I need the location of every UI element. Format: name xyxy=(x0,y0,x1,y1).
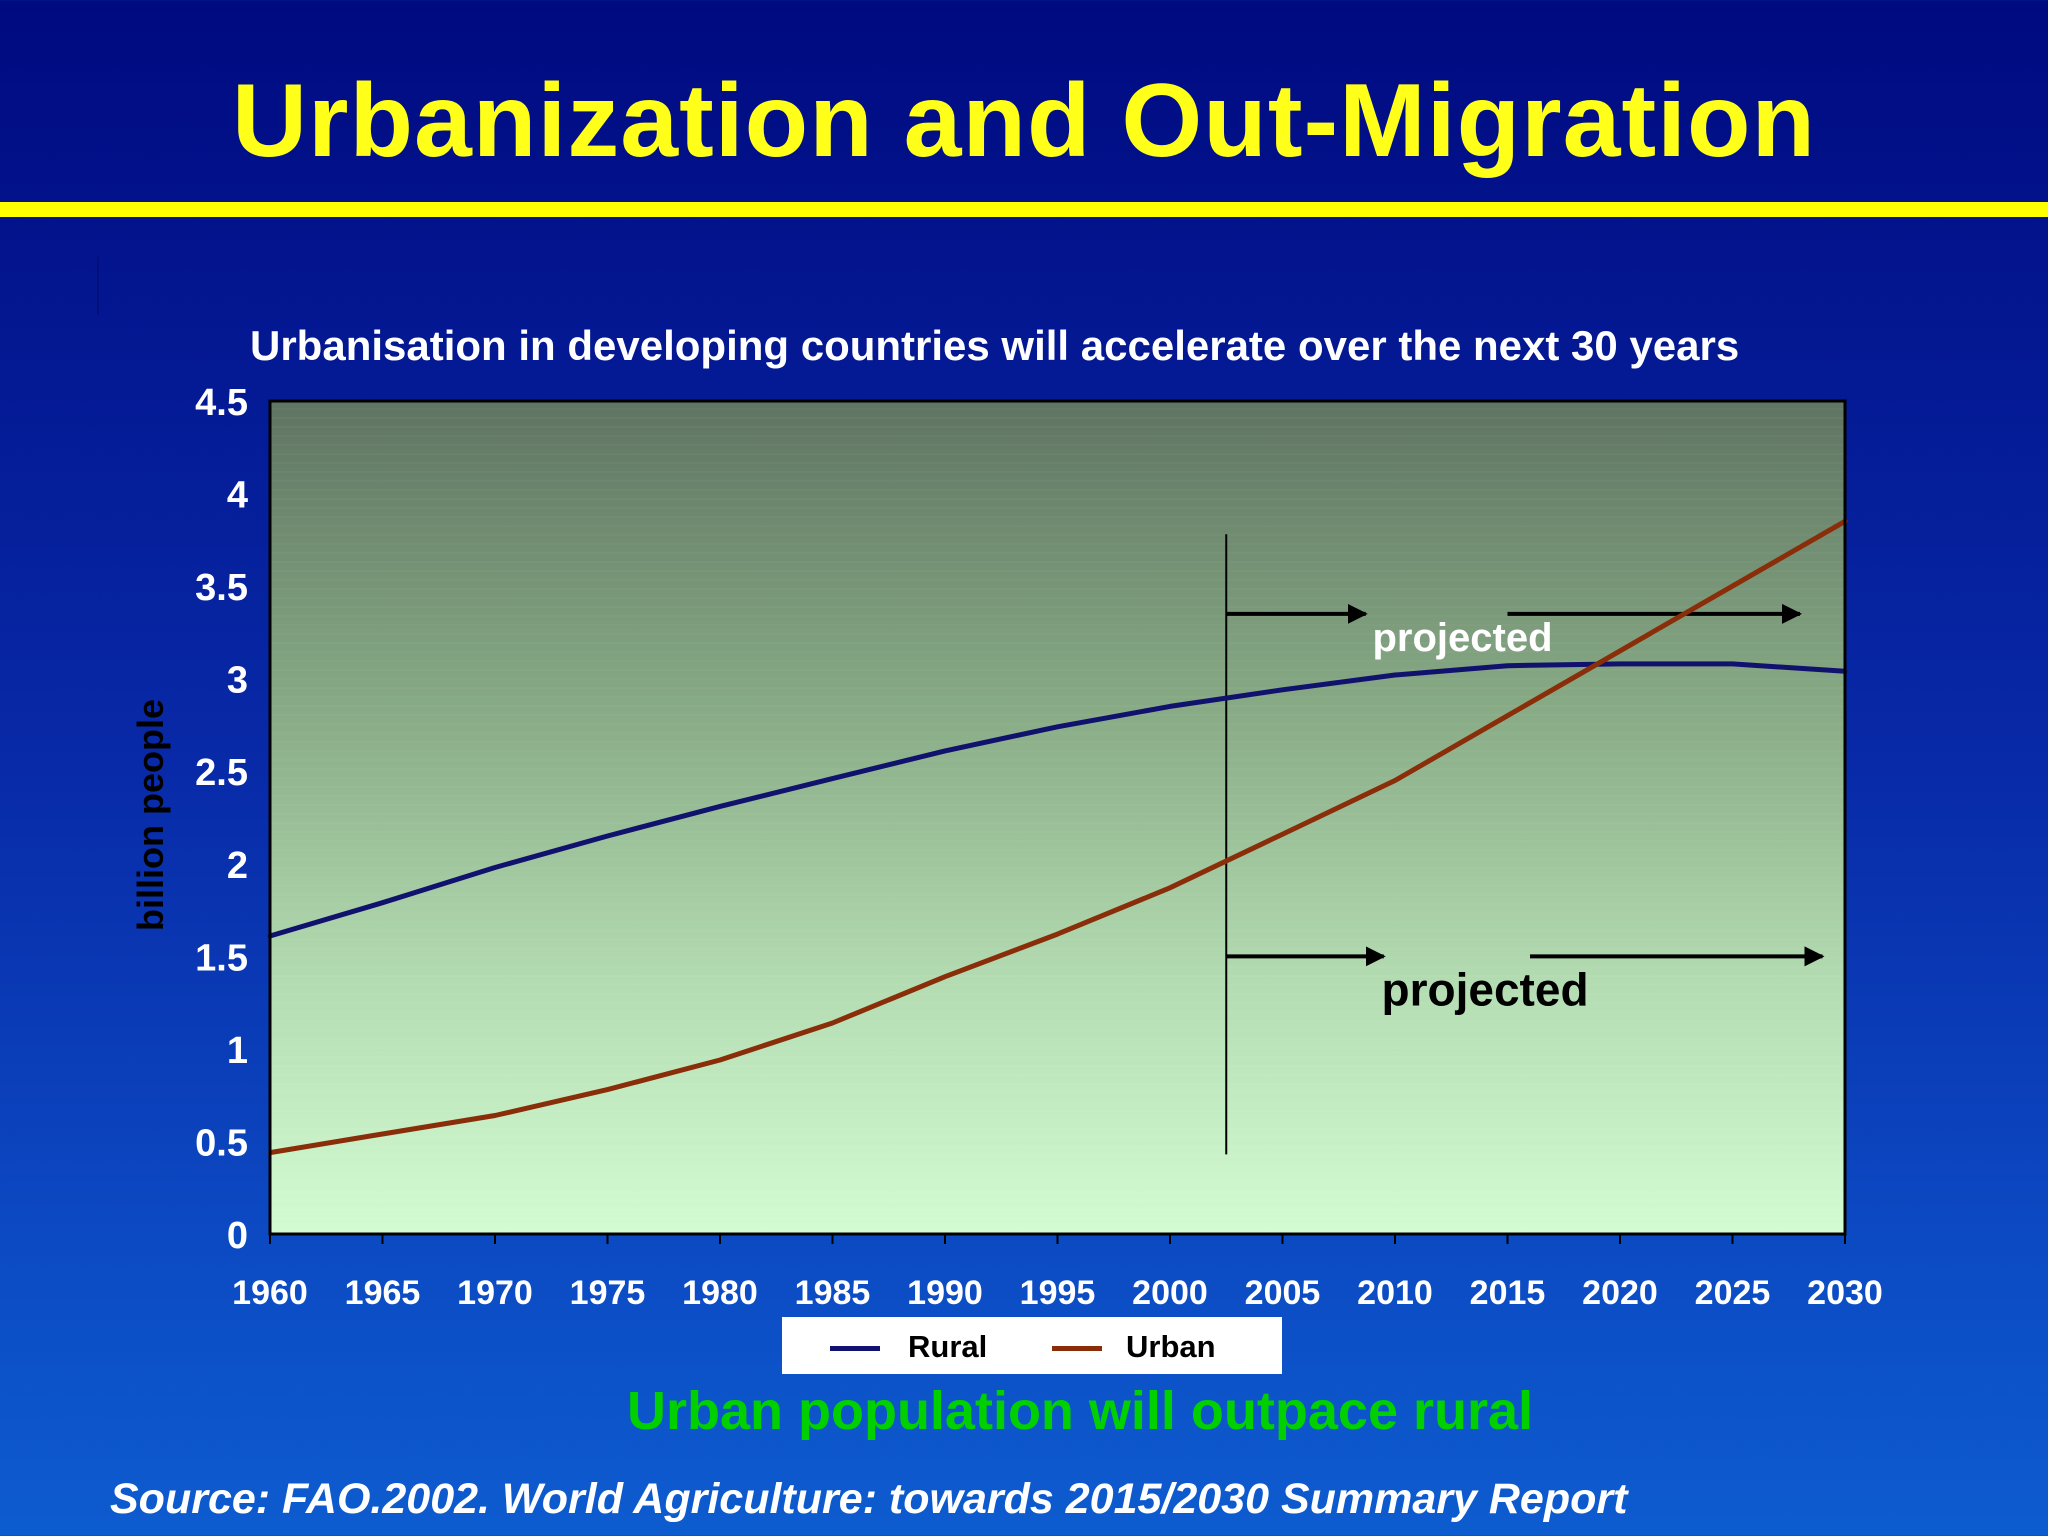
x-tick-label: 1975 xyxy=(570,1274,646,1312)
y-tick-label: 2.5 xyxy=(195,752,248,794)
x-tick-label: 2020 xyxy=(1582,1274,1658,1312)
source-citation: Source: FAO.2002. World Agriculture: tow… xyxy=(110,1475,1628,1523)
x-tick-label: 1985 xyxy=(795,1274,871,1312)
title-divider xyxy=(0,202,2048,217)
x-tick-label: 1980 xyxy=(682,1274,758,1312)
y-tick-label: 0 xyxy=(227,1215,248,1257)
x-tick-label: 1965 xyxy=(345,1274,421,1312)
plot-banding xyxy=(270,408,1845,1229)
x-tick-label: 1990 xyxy=(907,1274,983,1312)
x-tick-label: 2015 xyxy=(1470,1274,1546,1312)
y-tick-label: 4.5 xyxy=(195,382,248,424)
rural-projected-label: projected xyxy=(1373,616,1553,660)
legend-label-rural: Rural xyxy=(908,1329,988,1364)
plot-border xyxy=(268,399,1847,1236)
series-line-urban xyxy=(267,518,1848,1156)
y-tick-label: 2 xyxy=(227,845,248,887)
y-axis-label: billion people xyxy=(130,699,171,931)
x-tick-label: 1970 xyxy=(457,1274,533,1312)
y-tick-label: 3 xyxy=(227,660,248,702)
y-tick-label: 1.5 xyxy=(195,937,248,979)
decorative-mark xyxy=(97,255,99,315)
conclusion-text: Urban population will outpace rural xyxy=(626,1381,1534,1441)
x-tick-label: 2000 xyxy=(1132,1274,1208,1312)
slide-title: Urbanization and Out-Migration xyxy=(231,63,1817,179)
x-tick-label: 2010 xyxy=(1357,1274,1433,1312)
urban-projected-label: projected xyxy=(1382,964,1589,1016)
chart-title: Urbanisation in developing countries wil… xyxy=(250,322,1740,369)
legend-label-urban: Urban xyxy=(1126,1329,1216,1364)
plot-area xyxy=(270,401,1845,1234)
y-tick-label: 1 xyxy=(227,1030,248,1072)
x-tick-label: 1995 xyxy=(1020,1274,1096,1312)
y-tick-label: 3.5 xyxy=(195,567,248,609)
x-tick-label: 2030 xyxy=(1807,1274,1883,1312)
x-tick-label: 2025 xyxy=(1695,1274,1771,1312)
urban-swatch xyxy=(1052,1346,1102,1351)
x-tick-label: 1960 xyxy=(232,1274,308,1312)
legend: Rural Urban xyxy=(782,1317,1282,1374)
x-tick-label: 2005 xyxy=(1245,1274,1321,1312)
series-line-rural xyxy=(267,661,1848,939)
rural-swatch xyxy=(830,1346,880,1351)
y-tick-label: 4 xyxy=(227,475,248,517)
y-tick-label: 0.5 xyxy=(195,1122,248,1164)
